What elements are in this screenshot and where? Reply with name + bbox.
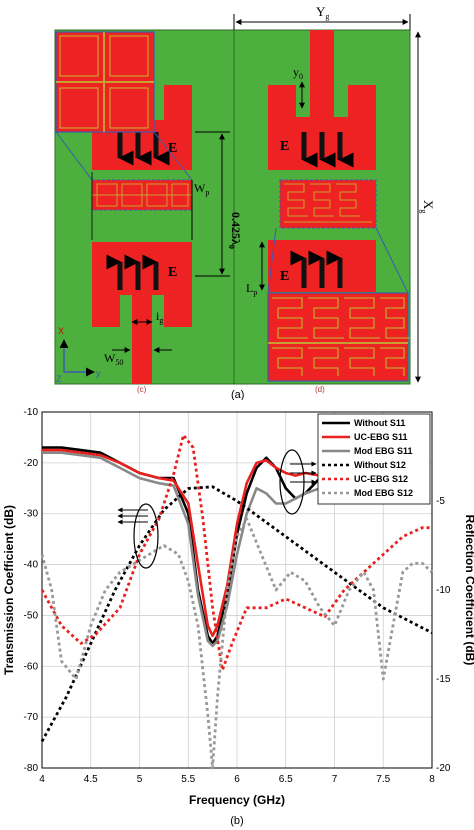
e-field-label-top: E xyxy=(168,141,177,156)
y-left-tick-label: -10 xyxy=(24,407,39,418)
series-line-4 xyxy=(40,433,432,672)
x-tick-label: 5 xyxy=(137,774,143,785)
top-patch-right-notch-right xyxy=(334,85,348,117)
top-feed-line-right xyxy=(310,30,334,87)
e-field-label-top-right: E xyxy=(280,139,289,154)
wp-dimension xyxy=(91,172,193,240)
left-antenna-pair: E E xyxy=(55,31,243,384)
top-e-arrows-right xyxy=(301,132,354,168)
y-left-tick-label: -30 xyxy=(24,509,39,520)
bottom-e-arrows xyxy=(106,254,159,290)
yg-label: Yg xyxy=(316,4,329,21)
series-line-1 xyxy=(42,448,321,638)
legend-label: UC-EBG S12 xyxy=(354,474,408,484)
x-tick-label: 5.5 xyxy=(181,774,195,785)
top-patch-notch-right xyxy=(152,85,164,120)
top-patch-right-notch-left xyxy=(296,85,310,117)
caption-b: (b) xyxy=(230,815,243,827)
y-right-tick-label: -20 xyxy=(436,763,451,774)
y-left-tick-label: -80 xyxy=(24,763,39,774)
bottom-mark-left: (c) xyxy=(137,385,147,394)
y-axis-title-right: Reflection Coefficient (dB) xyxy=(463,515,474,666)
caption-a: (a) xyxy=(231,389,244,400)
series-line-5 xyxy=(40,517,433,770)
chart-ticks: 4 4.5 5 5.5 6 6.5 7 7.5 8 -80 -70 -60 -50 -40 -30 -20 -1… xyxy=(24,407,451,785)
s11-annotation xyxy=(279,449,317,515)
ebg-strip-right xyxy=(279,179,377,229)
ig-label: ig xyxy=(156,309,163,325)
series-line-0 xyxy=(42,446,321,645)
lp-label: Lp xyxy=(246,281,257,297)
zoom-inset-left xyxy=(55,31,193,181)
x-axis-title: Frequency (GHz) xyxy=(189,793,285,807)
bottom-feed-line xyxy=(132,325,152,384)
bottom-mark-right: (d) xyxy=(315,385,325,394)
legend-label: UC-EBG S11 xyxy=(354,432,408,442)
y0-label: y0 xyxy=(293,65,303,81)
axis-triad: X y Z xyxy=(56,326,101,384)
y-left-tick-label: -60 xyxy=(24,661,39,672)
x-tick-label: 8 xyxy=(429,774,435,785)
legend-label: Without S12 xyxy=(354,460,406,470)
zoom-inset-right xyxy=(267,227,410,382)
x-tick-label: 4.5 xyxy=(84,774,98,785)
e-field-label-bottom-right: E xyxy=(280,269,289,284)
series-line-2 xyxy=(42,451,321,648)
legend-label: Mod EBG S12 xyxy=(354,488,413,498)
y-right-tick-label: -15 xyxy=(436,674,451,685)
x-tick-label: 7.5 xyxy=(376,774,390,785)
x-tick-label: 6.5 xyxy=(279,774,293,785)
bottom-patch-notch-right xyxy=(152,295,164,327)
w50-label: W50 xyxy=(104,351,123,367)
y-left-tick-label: -50 xyxy=(24,610,39,621)
y-left-tick-label: -20 xyxy=(24,458,39,469)
y-left-tick-label: -40 xyxy=(24,560,39,571)
bottom-e-arrows-right xyxy=(290,250,343,288)
wp-label: Wp xyxy=(194,181,209,197)
y-axis-title-left: Transmission Coefficient (dB) xyxy=(2,505,16,675)
y-left-tick-label: -70 xyxy=(24,712,39,723)
xg-label: Xg xyxy=(419,200,436,213)
top-e-arrows xyxy=(117,132,170,166)
y-right-tick-label: -5 xyxy=(436,496,445,507)
e-field-label-bottom: E xyxy=(168,265,177,280)
y-right-tick-label: -10 xyxy=(436,585,451,596)
bottom-patch-left xyxy=(92,242,192,327)
right-antenna-pair: E y0 E Lp (c) (d) xyxy=(137,30,410,394)
ebg-strip-left xyxy=(91,179,193,211)
axis-z-label: Z xyxy=(56,374,62,384)
series-layer xyxy=(40,433,433,770)
s12-annotation xyxy=(117,503,159,569)
legend-box xyxy=(317,413,431,505)
legend-label: Without S11 xyxy=(354,418,405,428)
figure-a: E E xyxy=(54,4,436,400)
bottom-patch-notch-left xyxy=(120,295,132,327)
legend-label: Mod EBG S11 xyxy=(354,446,413,456)
axis-y-label: y xyxy=(96,368,101,378)
chart-legend: Without S11 UC-EBG S11 Mod EBG S11 Without … xyxy=(317,413,431,505)
axis-x-label: X xyxy=(58,326,64,336)
x-tick-label: 4 xyxy=(39,774,45,785)
x-tick-label: 7 xyxy=(332,774,338,785)
figure-b-chart: 4 4.5 5 5.5 6 6.5 7 7.5 8 -80 -70 -60 -50 -40 -30 -20 -1… xyxy=(2,407,474,827)
spacing-label: 0.425λ0 xyxy=(227,212,243,249)
x-tick-label: 6 xyxy=(234,774,240,785)
spacing-dimension xyxy=(195,131,230,277)
